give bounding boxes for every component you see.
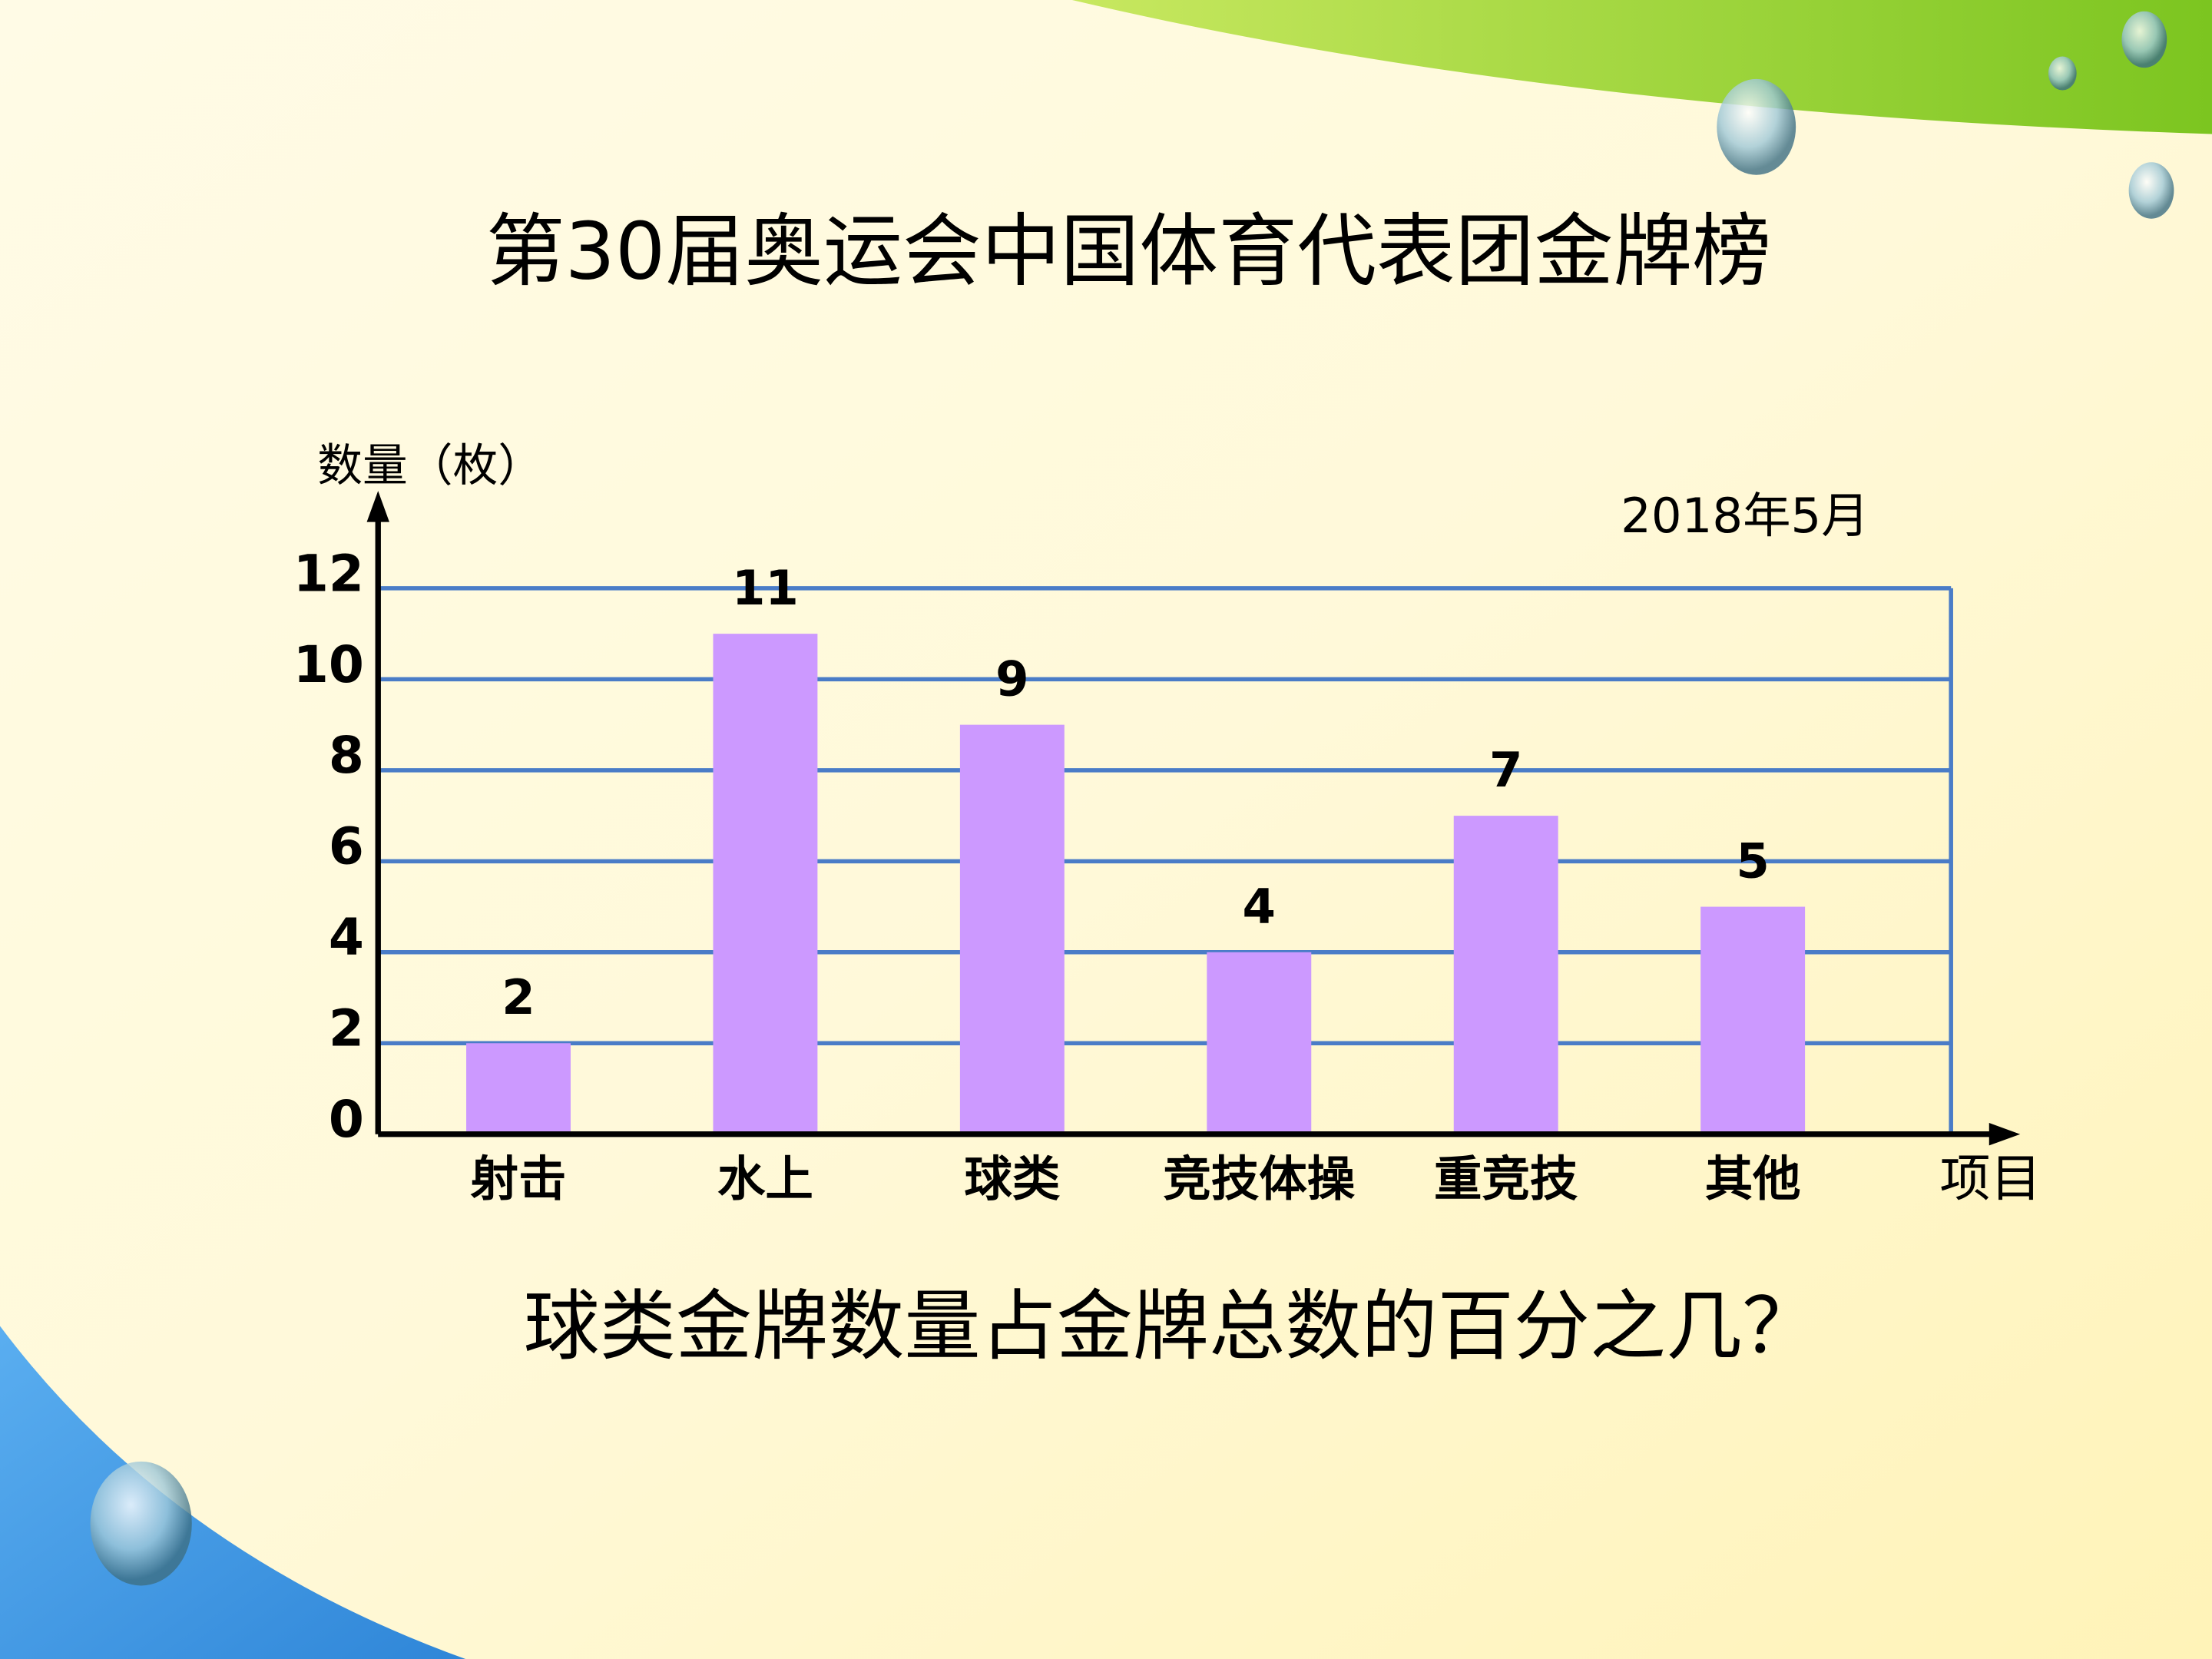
- date-label: 2018年5月: [1621, 488, 1869, 544]
- x-tick-label: 射击: [471, 1151, 567, 1207]
- y-tick-label: 6: [329, 817, 364, 876]
- y-tick-label: 4: [329, 908, 364, 967]
- y-tick-label: 10: [293, 635, 364, 694]
- x-tick-label: 其他: [1705, 1151, 1801, 1207]
- y-axis-label: 数量（枚）: [317, 439, 543, 492]
- y-tick-label: 8: [329, 726, 364, 785]
- decoration: [2048, 56, 2077, 91]
- bar: [959, 724, 1065, 1134]
- bar: [713, 634, 818, 1134]
- bar: [1207, 952, 1312, 1134]
- decoration: [90, 1461, 192, 1586]
- decoration: [2121, 11, 2167, 68]
- value-label: 2: [502, 969, 535, 1025]
- bar: [1453, 816, 1558, 1134]
- y-axis-arrow: [366, 491, 389, 522]
- x-tick-label: 球类: [964, 1151, 1060, 1207]
- x-tick-label: 水上: [717, 1151, 813, 1207]
- decoration: [2128, 162, 2174, 219]
- x-axis-arrow: [1988, 1123, 2021, 1146]
- y-tick-label: 2: [329, 999, 364, 1058]
- y-tick-label: 12: [293, 544, 364, 603]
- x-tick-label: 重竞技: [1434, 1151, 1578, 1207]
- decoration: [1071, 0, 2212, 134]
- y-tick-label: 0: [329, 1090, 364, 1149]
- x-tick-label: 竞技体操: [1163, 1151, 1355, 1207]
- question: 球类金牌数量占金牌总数的百分之几？: [524, 1283, 1819, 1371]
- value-label: 5: [1736, 833, 1769, 889]
- x-axis-label: 项目: [1940, 1149, 2041, 1208]
- value-label: 9: [995, 651, 1028, 707]
- value-label: 4: [1243, 879, 1276, 935]
- chart-title: 第30届奥运会中国体育代表团金牌榜: [486, 207, 1772, 298]
- bar: [1700, 906, 1806, 1134]
- plot: 0 2 4 6 8 10 12 2 射击 11 水上 9 球类 4 竞技体操 7 重竞技 5 其他: [293, 491, 2021, 1207]
- bar: [466, 1043, 571, 1134]
- decoration: [1717, 78, 1796, 175]
- value-label: 11: [732, 560, 799, 616]
- value-label: 7: [1489, 742, 1522, 798]
